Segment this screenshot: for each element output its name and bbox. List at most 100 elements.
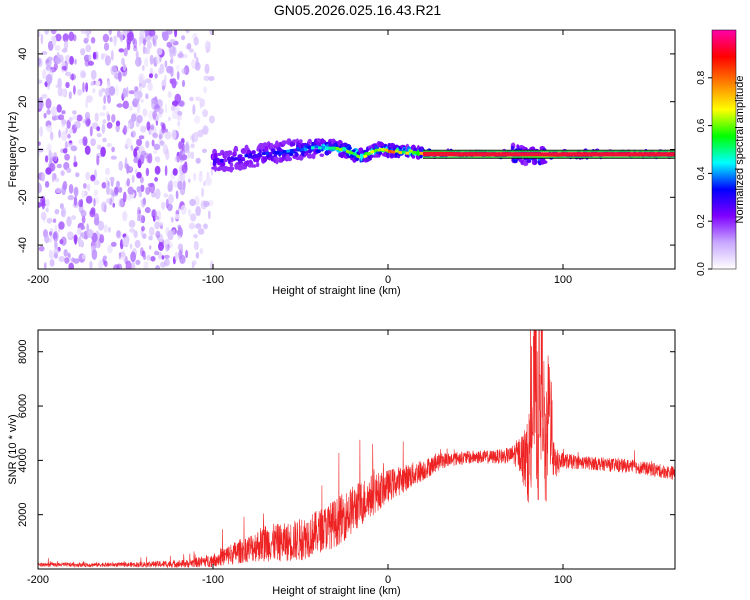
noise-speck	[167, 230, 174, 241]
noise-speck	[81, 215, 86, 224]
ridge-segment	[251, 154, 256, 159]
noise-speck	[81, 190, 86, 198]
noise-speck	[79, 254, 82, 260]
noise-speck	[45, 98, 52, 110]
noise-speck	[46, 125, 53, 133]
noise-speck	[98, 259, 104, 269]
noise-speck	[80, 48, 86, 56]
noise-speck	[161, 124, 166, 134]
ridge-speck	[347, 146, 352, 150]
ridge-segment	[307, 145, 312, 150]
noise-speck	[149, 54, 154, 65]
noise-speck	[71, 73, 74, 81]
noise-speck	[176, 115, 182, 121]
noise-speck	[126, 178, 131, 187]
noise-speck	[73, 186, 79, 197]
noise-speck	[193, 36, 199, 46]
noise-speck	[102, 137, 107, 143]
noise-speck	[144, 30, 150, 35]
ridge-speck	[232, 150, 237, 156]
noise-speck	[48, 251, 55, 259]
noise-speck	[88, 54, 92, 63]
noise-speck	[205, 176, 212, 186]
noise-speck	[133, 157, 139, 164]
snr-y-label: SNR (10 * v/v)	[7, 414, 19, 484]
noise-speck	[177, 120, 181, 127]
ridge-speck	[220, 161, 226, 167]
noise-speck	[144, 78, 152, 84]
noise-speck	[106, 198, 110, 204]
noise-speck	[159, 63, 165, 74]
noise-speck	[186, 43, 192, 50]
ridge-segment	[286, 149, 291, 153]
spectrogram-x-label: Height of straight line (km)	[272, 285, 400, 297]
noise-speck	[144, 47, 151, 55]
noise-speck	[133, 97, 140, 103]
noise-speck	[114, 85, 120, 96]
noise-speck	[103, 255, 107, 260]
noise-speck	[61, 65, 67, 71]
noise-speck	[203, 75, 210, 81]
noise-speck	[125, 260, 132, 269]
noise-speck	[199, 98, 205, 108]
noise-speck	[71, 215, 77, 221]
noise-speck	[175, 64, 180, 71]
noise-speck	[82, 81, 85, 93]
noise-region-noise	[38, 30, 190, 269]
ridge-speck	[240, 148, 247, 154]
ridge-speck	[229, 166, 235, 171]
noise-speck	[46, 143, 52, 152]
ridge-speck	[369, 154, 374, 159]
noise-speck	[72, 110, 77, 115]
ridge-speck	[298, 139, 303, 144]
noise-speck	[90, 174, 96, 182]
noise-speck	[155, 230, 161, 239]
noise-speck	[150, 255, 156, 262]
noise-speck	[61, 119, 67, 125]
noise-speck	[118, 198, 124, 208]
noise-speck	[98, 89, 103, 97]
noise-speck	[85, 195, 93, 204]
noise-speck	[44, 30, 50, 35]
noise-speck	[195, 205, 201, 217]
noise-speck	[103, 95, 107, 104]
noise-speck	[38, 183, 42, 194]
noise-speck	[45, 59, 50, 64]
noise-speck	[180, 205, 187, 215]
noise-speck	[154, 34, 158, 40]
noise-speck	[56, 104, 62, 113]
noise-speck	[113, 264, 120, 269]
snr-x-label: Height of straight line (km)	[272, 585, 400, 597]
noise-speck	[55, 33, 62, 42]
noise-speck	[129, 228, 136, 233]
noise-speck	[93, 189, 99, 197]
noise-speck	[201, 187, 205, 198]
ridge-speck	[292, 139, 297, 143]
ridge-segment	[216, 159, 221, 164]
noise-speck	[203, 223, 208, 230]
noise-speck	[154, 250, 160, 256]
noise-speck	[118, 186, 123, 193]
noise-speck	[181, 154, 188, 161]
noise-speck	[142, 197, 146, 206]
noise-speck	[73, 234, 78, 244]
noise-speck	[46, 109, 51, 115]
noise-speck	[177, 243, 183, 251]
noise-speck	[153, 143, 161, 150]
noise-speck	[63, 39, 69, 51]
noise-speck	[110, 241, 117, 247]
noise-speck	[135, 259, 141, 266]
noise-speck	[64, 257, 70, 264]
noise-speck	[41, 93, 48, 99]
noise-speck	[77, 227, 82, 234]
noise-speck	[58, 129, 61, 139]
ridge-speck	[270, 155, 274, 162]
noise-speck	[87, 228, 94, 239]
ridge-segment	[279, 151, 284, 155]
noise-speck	[144, 207, 151, 214]
noise-speck	[118, 252, 122, 260]
noise-speck	[164, 165, 168, 177]
noise-speck	[187, 150, 191, 159]
noise-speck	[122, 87, 127, 99]
noise-speck	[62, 61, 66, 68]
